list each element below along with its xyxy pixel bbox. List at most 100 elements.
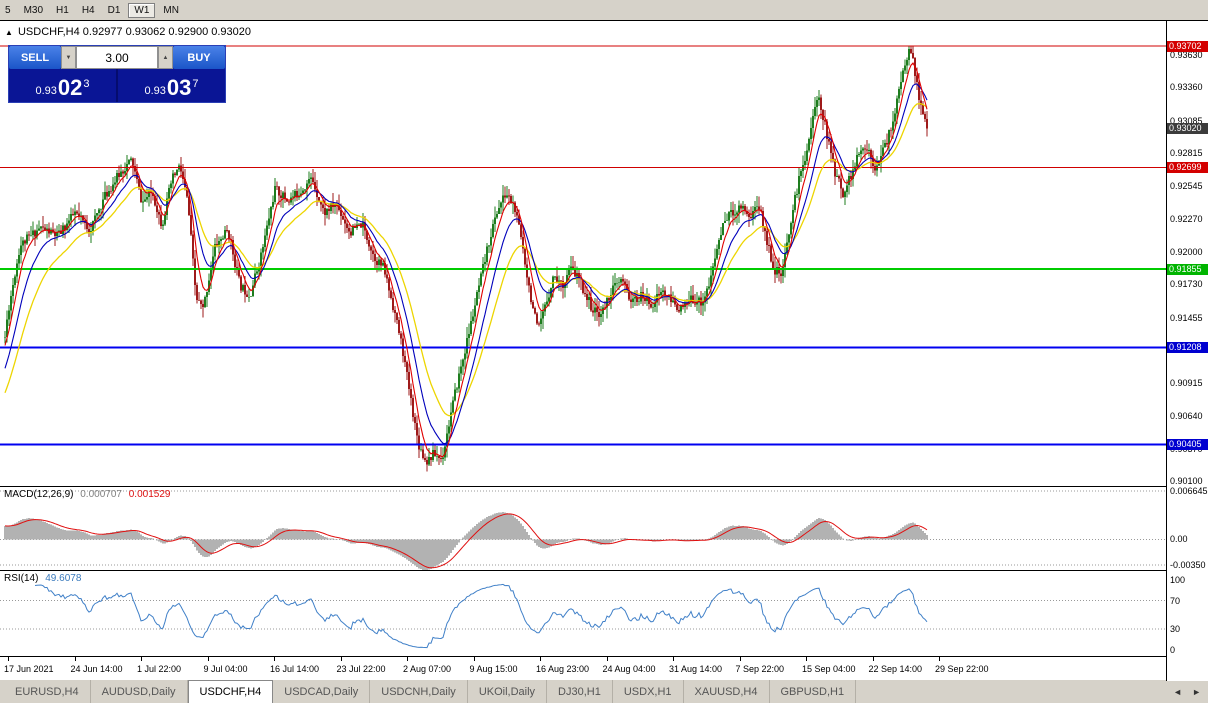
tab-scroll-right-button[interactable]: ► xyxy=(1190,686,1203,698)
arrow-right-icon: ► xyxy=(1192,686,1201,697)
timeframe-button-h4[interactable]: H4 xyxy=(81,4,95,16)
time-axis-label: 17 Jun 2021 xyxy=(4,664,54,674)
arrow-up-icon: ▲ xyxy=(162,54,169,61)
timeframe-button-h1[interactable]: H1 xyxy=(56,4,69,16)
tab-usdcnh-daily[interactable]: USDCNH,Daily xyxy=(370,680,468,703)
chart-tabbar: EURUSD,H4 AUDUSD,Daily USDCHF,H4 USDCAD,Dai… xyxy=(0,680,1208,703)
volume-input[interactable] xyxy=(76,46,158,69)
tab-eurusd-h4[interactable]: EURUSD,H4 xyxy=(4,680,91,703)
price-axis-label: 0.93630 xyxy=(1170,49,1203,60)
price-tag: 0.93702 xyxy=(1167,40,1208,52)
macd-axis-label: -0.00350 xyxy=(1170,559,1206,570)
arrow-left-icon: ◄ xyxy=(1173,686,1183,697)
price-divider xyxy=(116,69,118,102)
time-axis-label: 2 Aug 07:00 xyxy=(403,664,452,674)
chart-tabs: EURUSD,H4 AUDUSD,Daily USDCHF,H4 USDCAD,Dai… xyxy=(4,680,857,703)
time-tick xyxy=(540,657,541,661)
time-tick xyxy=(872,657,874,661)
time-axis-label: 24 Jun 14:00 xyxy=(70,664,123,674)
ask-price-point: 7 xyxy=(192,78,199,90)
time-axis-label: 1 Jul 22:00 xyxy=(137,664,182,674)
price-axis-label: 0.92815 xyxy=(1170,148,1203,159)
bid-price[interactable]: 0.93 02 3 xyxy=(9,69,116,102)
rsi-label: RSI(14) 49.6078 xyxy=(4,573,81,584)
time-tick xyxy=(673,657,674,661)
price-axis-label: 0.92270 xyxy=(1170,214,1203,225)
bid-price-pips: 02 xyxy=(57,75,83,100)
macd-axis-label: 0.00 xyxy=(1170,534,1188,545)
time-axis-label: 24 Aug 04:00 xyxy=(602,664,656,674)
main-chart-pane: ▲ USDCHF,H4 0.92977 0.93062 0.92900 0.93… xyxy=(0,21,1166,487)
time-tick xyxy=(407,657,408,661)
time-tick xyxy=(606,657,608,661)
time-axis-label: 9 Aug 15:00 xyxy=(469,664,518,674)
time-axis-label: 7 Sep 22:00 xyxy=(735,664,785,674)
bid-price-prefix: 0.93 xyxy=(35,85,57,97)
time-tick xyxy=(274,657,275,661)
time-tick xyxy=(74,657,76,661)
rsi-axis-label: 0 xyxy=(1170,645,1176,656)
buy-button[interactable]: BUY xyxy=(173,46,225,69)
timeframe-button-w1[interactable]: W1 xyxy=(128,2,156,18)
rsi-value: 49.6078 xyxy=(45,573,82,584)
rsi-axis-label: 30 xyxy=(1170,624,1181,635)
macd-canvas[interactable] xyxy=(0,487,1166,570)
main-chart-canvas[interactable] xyxy=(0,21,1166,486)
tab-gbpusd-h1[interactable]: GBPUSD,H1 xyxy=(770,680,857,703)
tab-scroll-left-button[interactable]: ◄ xyxy=(1171,686,1184,698)
chart-panes: ▲ USDCHF,H4 0.92977 0.93062 0.92900 0.93… xyxy=(0,21,1166,681)
tab-ukoil-daily[interactable]: UKOil,Daily xyxy=(468,680,548,703)
ask-price[interactable]: 0.93 03 7 xyxy=(118,69,225,102)
time-tick xyxy=(207,657,209,661)
time-axis-label: 15 Sep 04:00 xyxy=(802,664,856,674)
tab-usdchf-h4[interactable]: USDCHF,H4 xyxy=(187,680,274,703)
macd-label: MACD(12,26,9) 0.000707 0.001529 xyxy=(4,489,170,500)
price-tag: 0.91855 xyxy=(1167,263,1208,275)
volume-increase-button[interactable]: ▲ xyxy=(158,46,173,69)
price-tag: 0.92699 xyxy=(1167,161,1208,173)
price-tag: 0.91208 xyxy=(1167,341,1208,353)
tab-audusd-daily[interactable]: AUDUSD,Daily xyxy=(91,680,188,703)
macd-signal-value: 0.001529 xyxy=(128,489,171,500)
chart-header: ▲ USDCHF,H4 0.92977 0.93062 0.92900 0.93… xyxy=(5,26,251,38)
price-axis-label: 0.92000 xyxy=(1170,246,1203,257)
timeframe-button-mn[interactable]: MN xyxy=(163,4,179,16)
rsi-name: RSI(14) xyxy=(4,573,39,584)
chart-symbol: USDCHF,H4 xyxy=(17,26,80,38)
chart-ohlc: 0.92977 0.93062 0.92900 0.93020 xyxy=(82,26,251,38)
timeframe-button-5[interactable]: 5 xyxy=(5,4,11,16)
price-axis-label: 0.90100 xyxy=(1170,476,1203,487)
chart-workspace: ▲ USDCHF,H4 0.92977 0.93062 0.92900 0.93… xyxy=(0,20,1208,681)
time-axis-label: 9 Jul 04:00 xyxy=(203,664,248,674)
sell-button[interactable]: SELL xyxy=(9,46,61,69)
price-axis-label: 0.92545 xyxy=(1170,180,1203,191)
price-axis-label: 0.91455 xyxy=(1170,312,1203,323)
rsi-axis-label: 70 xyxy=(1170,595,1181,606)
time-tick xyxy=(939,657,940,661)
rsi-pane: RSI(14) 49.6078 xyxy=(0,571,1166,657)
price-axis-label: 0.93085 xyxy=(1170,115,1203,126)
time-axis-label: 16 Aug 23:00 xyxy=(536,664,590,674)
price-axis[interactable]: 0.93630 0.93360 0.93085 0.92815 0.92545 0.922… xyxy=(1166,21,1208,681)
tab-usdcad-daily[interactable]: USDCAD,Daily xyxy=(273,680,371,703)
tab-dj30-h1[interactable]: DJ30,H1 xyxy=(547,680,613,703)
volume-decrease-button[interactable]: ▼ xyxy=(61,46,76,69)
timeframe-toolbar: 5 M30 H1 H4 D1 W1 MN xyxy=(0,0,1208,20)
price-tag: 0.90405 xyxy=(1167,438,1208,450)
time-tick xyxy=(739,657,741,661)
macd-pane: MACD(12,26,9) 0.000707 0.001529 xyxy=(0,487,1166,571)
time-axis-label: 31 Aug 14:00 xyxy=(669,664,723,674)
timeframe-button-m30[interactable]: M30 xyxy=(23,4,44,16)
tab-xauusd-h4[interactable]: XAUUSD,H4 xyxy=(684,680,770,703)
time-axis[interactable]: 17 Jun 2021 24 Jun 14:00 1 Jul 22:00 9 Jul … xyxy=(0,657,1166,681)
macd-main-value: 0.000707 xyxy=(80,489,122,500)
rsi-canvas[interactable] xyxy=(0,571,1166,656)
time-tick xyxy=(473,657,475,661)
tab-usdx-h1[interactable]: USDX,H1 xyxy=(613,680,684,703)
price-axis-label: 0.90915 xyxy=(1170,377,1203,388)
one-click-trade-panel: SELL ▼ ▲ BUY 0.93 02 3 xyxy=(8,45,226,103)
chart-marker-icon: ▲ xyxy=(5,28,13,37)
timeframe-button-d1[interactable]: D1 xyxy=(107,4,121,16)
macd-name: MACD(12,26,9) xyxy=(4,489,74,500)
arrow-down-icon: ▼ xyxy=(65,54,72,61)
